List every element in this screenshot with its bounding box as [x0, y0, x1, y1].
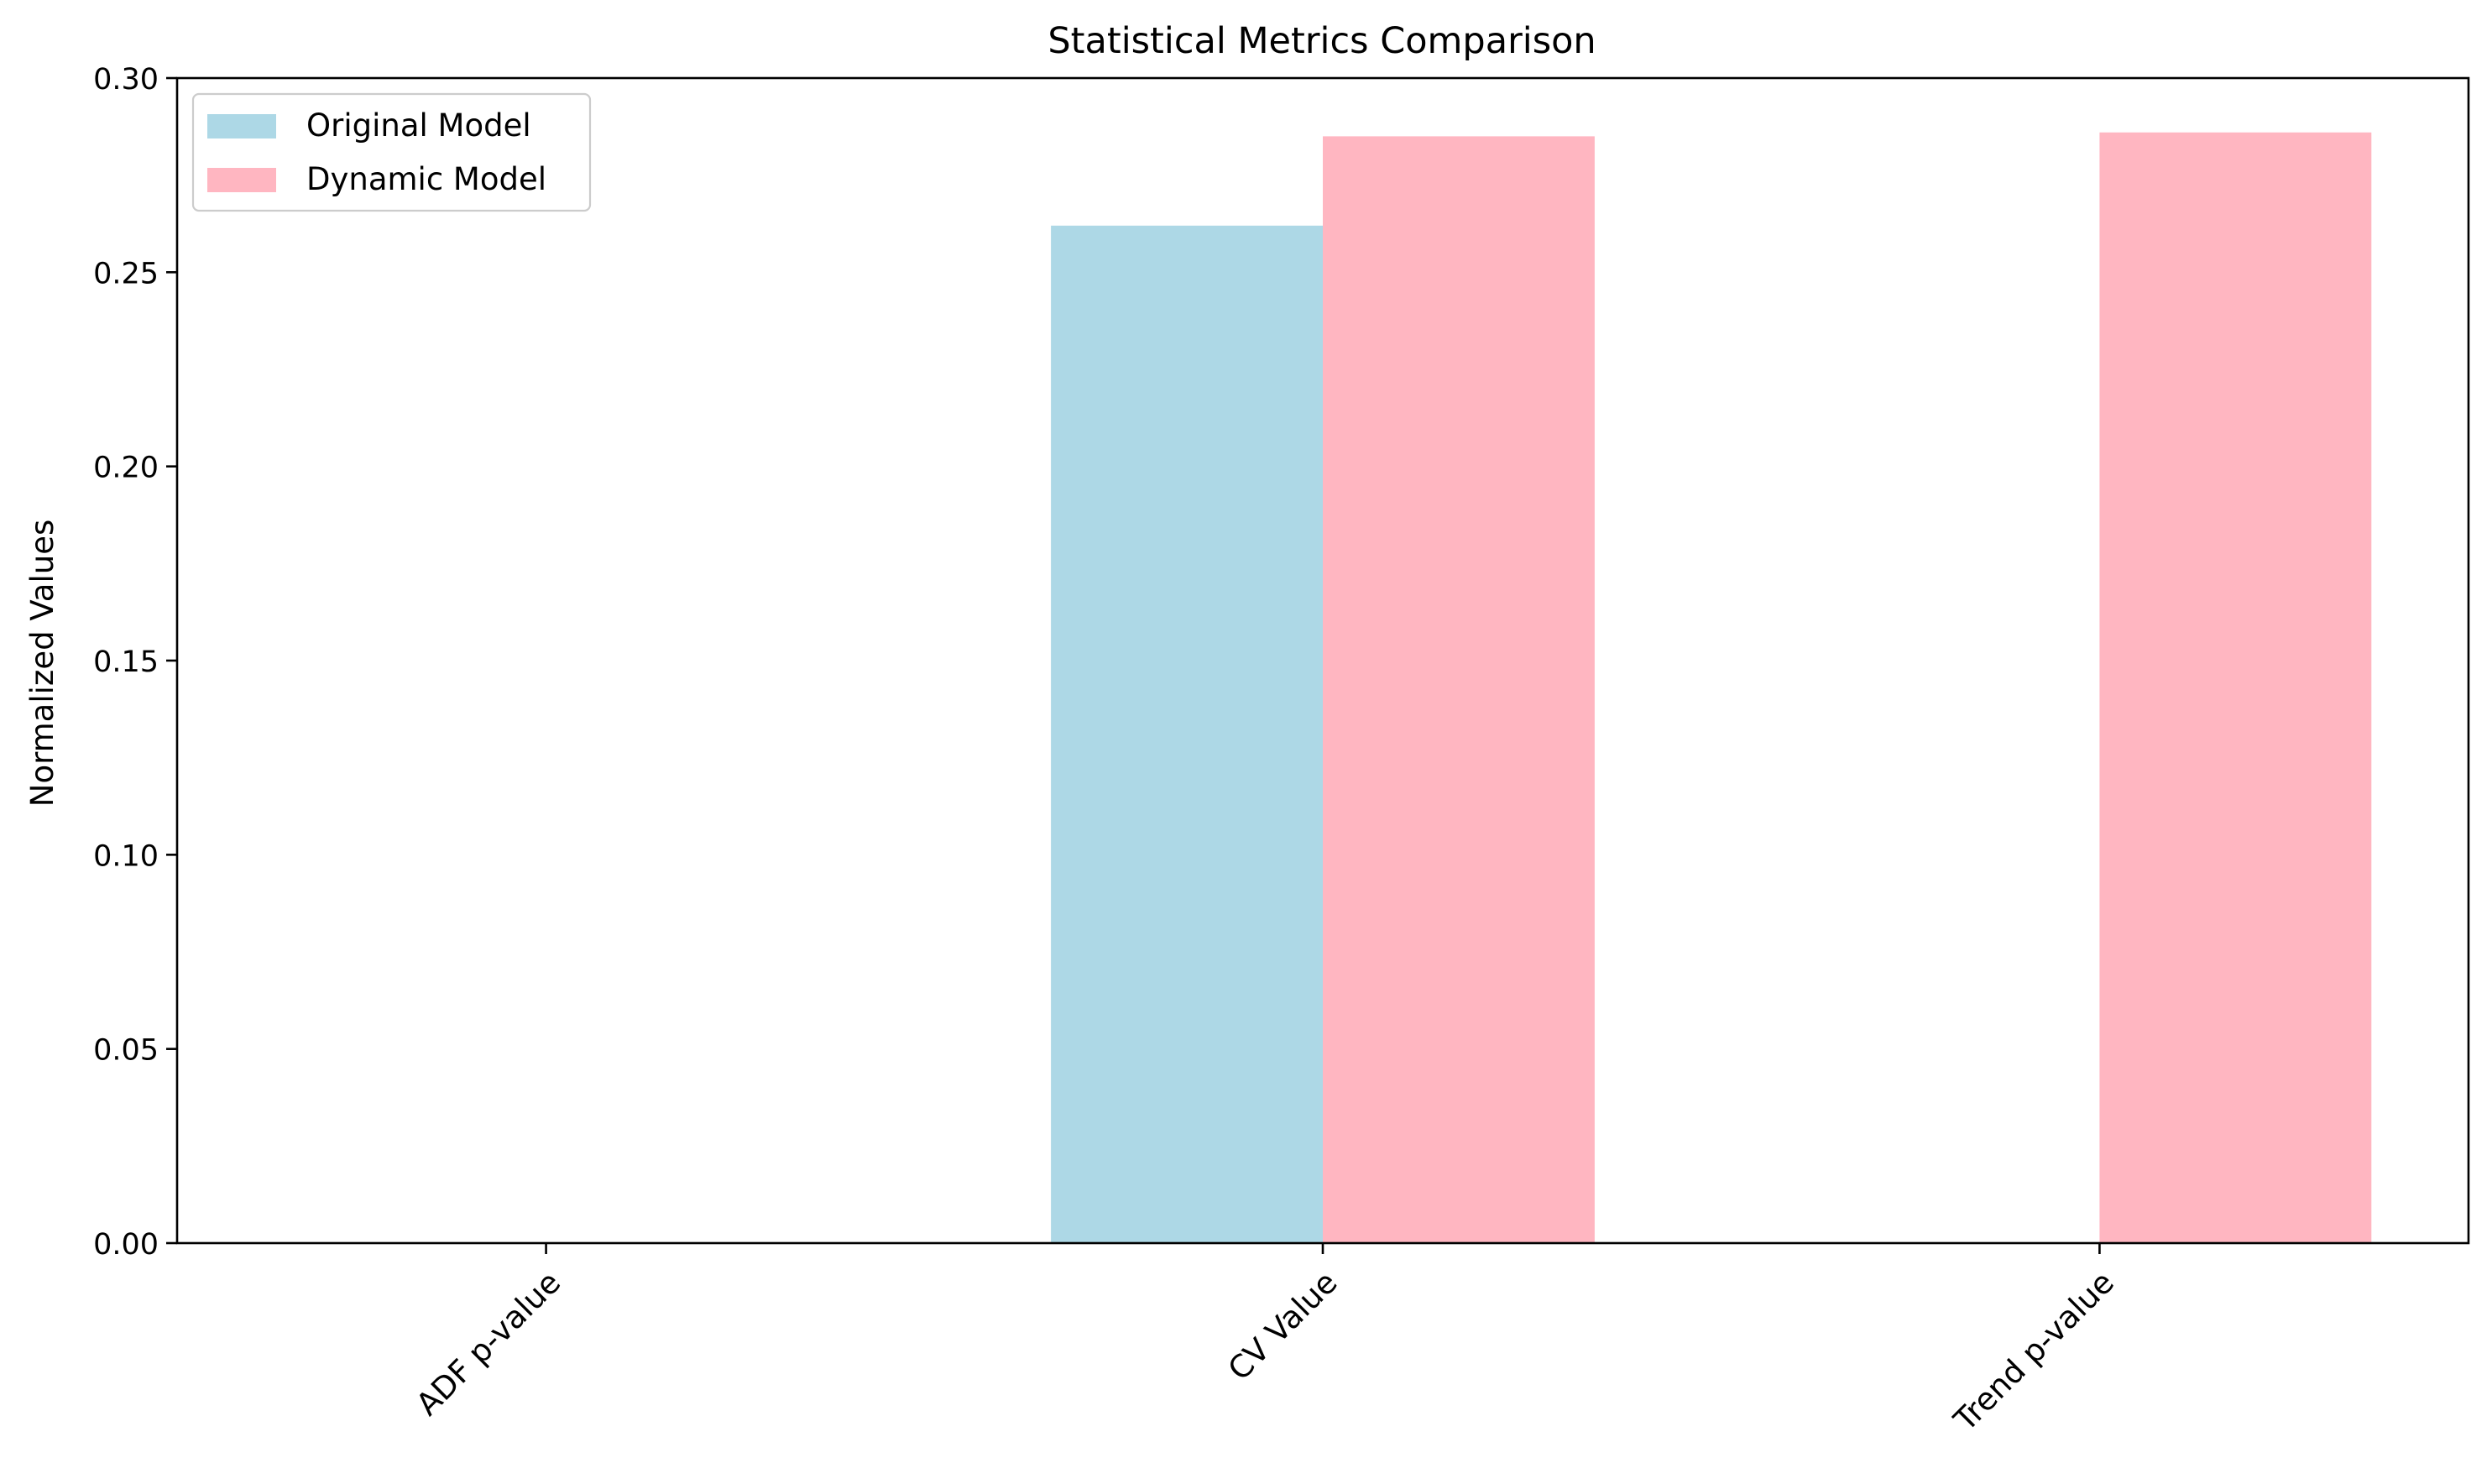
bar-dynamic-model-cv-value [1323, 136, 1595, 1243]
legend-box [191, 92, 592, 212]
legend: Original Model Dynamic Model [191, 92, 592, 212]
y-tick-label: 0.30 [93, 63, 159, 97]
y-tick-label: 0.10 [93, 839, 159, 873]
legend-label: Original Model [306, 107, 531, 144]
y-tick-label: 0.25 [93, 257, 159, 290]
bar-dynamic-model-trend-p-value [2099, 132, 2372, 1244]
legend-swatch [207, 114, 276, 138]
plot-frame [175, 76, 2470, 1245]
chart-title: Statistical Metrics Comparison [1047, 20, 1596, 62]
y-axis-label: Normalized Values [24, 520, 60, 807]
y-tick-label: 0.00 [93, 1228, 159, 1262]
legend-swatch [207, 168, 276, 192]
y-tick-label: 0.20 [93, 452, 159, 485]
y-tick-label: 0.05 [93, 1034, 159, 1068]
bars-layer [1051, 132, 2372, 1244]
legend-label: Dynamic Model [306, 161, 546, 197]
bar-original-model-cv-value [1051, 225, 1323, 1243]
y-tick-label: 0.15 [93, 645, 159, 679]
y-axis: 0.00 0.05 0.10 0.15 0.20 0.25 0.30 [93, 63, 177, 1262]
